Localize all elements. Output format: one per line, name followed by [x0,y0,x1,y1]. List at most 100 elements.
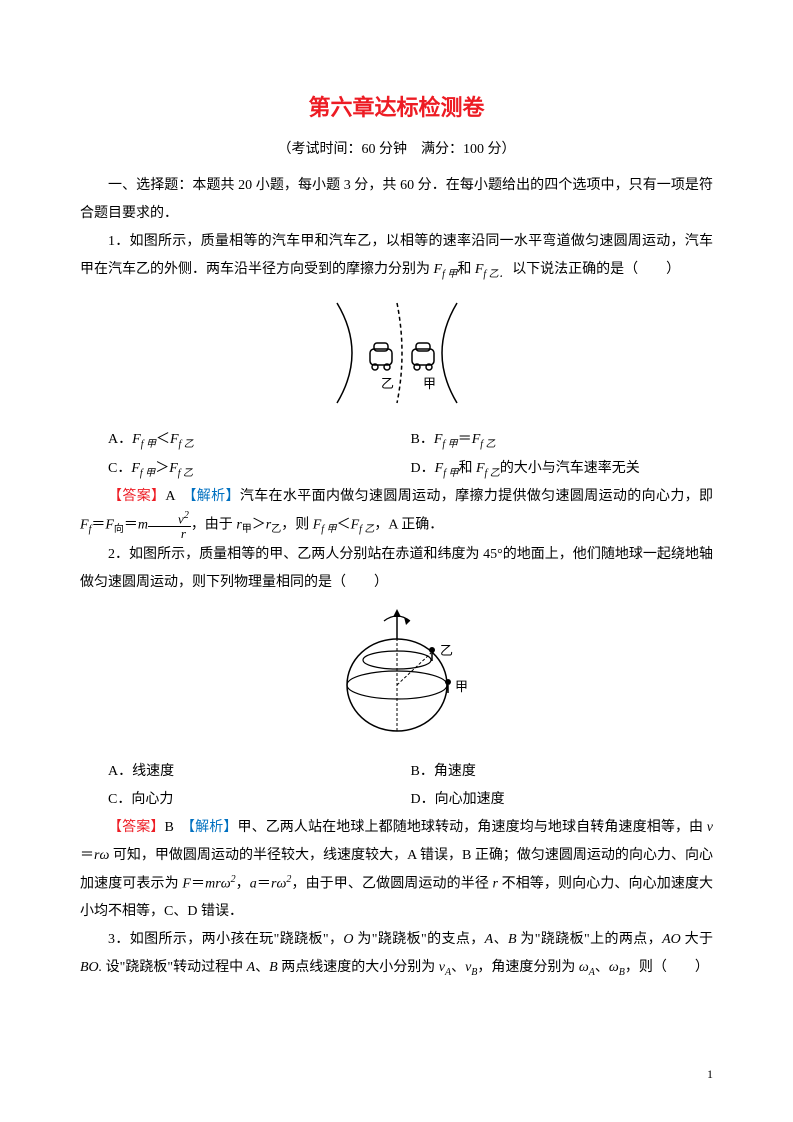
q1-a-pre: A． [108,432,132,447]
sub: f 甲 [443,467,458,478]
sym: a [250,876,257,891]
explain-label: 【解析】 [189,489,239,504]
q1-exp-a: 汽车在水平面内做匀速圆周运动，摩擦力提供做匀速圆周运动的向心力，即 [240,489,713,504]
q1-opt-b: B．Ff 甲＝Ff 乙 [411,426,714,455]
section-intro: 一、选择题：本题共 20 小题，每小题 3 分，共 60 分．在每小题给出的四个… [80,172,713,228]
sub: f 甲 [140,467,155,478]
answer-label: 【答案】 [108,489,165,504]
t: 设"跷跷板"转动过程中 [102,960,246,975]
q1-figure: 乙 甲 [80,293,713,418]
sym: m [138,518,148,533]
q1-row-ab: A．Ff 甲＜Ff 乙 B．Ff 甲＝Ff 乙 [80,426,713,455]
sub: f [89,525,92,536]
q2-svg: 乙 甲 [322,605,472,745]
q1-opt-c: C．Ff 甲＞Ff 乙 [108,455,411,484]
sym: A [247,960,256,975]
sym: ω [579,960,589,975]
sym-Ff-jia: F [434,262,443,277]
sym: O [343,932,353,947]
sym: F [435,461,444,476]
q1-d-tail: 的大小与汽车速率无关 [500,461,640,476]
sym: ω [609,960,619,975]
rel: ＝ [458,432,472,447]
t: ，角速度分别为 [477,960,579,975]
sym: F [351,518,360,533]
q2-row-ab: A．线速度 B．角速度 [80,758,713,786]
sym: F [105,518,114,533]
page-number: 1 [707,1067,713,1082]
sym: ω [99,848,109,863]
t: 两点线速度的大小分别为 [278,960,439,975]
svg-text:甲: 甲 [423,376,436,391]
sym: F [182,876,191,891]
q1-opt-a: A．Ff 甲＜Ff 乙 [108,426,411,455]
q2-opt-d: D．向心加速度 [411,786,714,814]
sym: v [707,820,713,835]
q1-row-cd: C．Ff 甲＞Ff 乙 D．Ff 甲和 Ff 乙的大小与汽车速率无关 [80,455,713,484]
t: ，则（ ） [625,960,709,975]
t: 为"跷跷板"上的两点， [517,932,663,947]
q2-exp-c: ， [236,876,250,891]
answer-value: B [164,820,188,835]
t: 为"跷跷板"的支点， [353,932,484,947]
sym: F [170,432,179,447]
sub: 向 [114,525,124,536]
sym: BO. [80,960,102,975]
q2-row-cd: C．向心力 D．向心加速度 [80,786,713,814]
sym: F [80,518,89,533]
sub: 甲 [242,525,252,536]
q1-opt-d: D．Ff 甲和 Ff 乙的大小与汽车速率无关 [411,455,714,484]
q2-exp-a: 甲、乙两人站在地球上都随地球转动，角速度均与地球自转角速度相等，由 [237,820,706,835]
sub: f 甲 [321,525,336,536]
sym: B [508,932,517,947]
q3-stem: 3．如图所示，两小孩在玩"跷跷板"，O 为"跷跷板"的支点，A、B 为"跷跷板"… [80,926,713,983]
sub: f 甲 [141,439,156,450]
sub: f 甲 [442,439,457,450]
sym: mr [205,876,221,891]
t: 、 [255,960,269,975]
q1-exp-d: ，A 正确． [374,518,443,533]
sym: F [313,518,322,533]
sub: f 乙 [485,467,500,478]
sym: F [132,432,141,447]
t: 、 [493,932,508,947]
rel: ＞ [155,461,169,476]
sym: F [169,461,178,476]
q1-c-pre: C． [108,461,131,476]
intro-text: 一、选择题：本题共 20 小题，每小题 3 分，共 60 分．在每小题给出的四个… [80,178,713,221]
sub: f 乙 [179,439,194,450]
q2-opt-b: B．角速度 [411,758,714,786]
q1-answer: 【答案】A 【解析】汽车在水平面内做匀速圆周运动，摩擦力提供做匀速圆周运动的向心… [80,483,713,540]
sym: AO [662,932,681,947]
t: 大于 [681,932,713,947]
q1-stem-c: 以下说法正确的是（ ） [509,262,681,277]
sym: F [476,461,485,476]
q2-stem: 2．如图所示，质量相等的甲、乙两人分别站在赤道和纬度为 45°的地面上，他们随地… [80,541,713,597]
sub: f 乙 [178,467,193,478]
q1-b-pre: B． [411,432,434,447]
q2-opt-a: A．线速度 [108,758,411,786]
q2-exp-d: ，由于甲、乙做圆周运动的半径 [291,876,492,891]
sym: F [131,461,140,476]
q2-figure: 乙 甲 [80,605,713,750]
sym: B [269,960,278,975]
answer-value: A [165,489,189,504]
q2-answer: 【答案】B 【解析】甲、乙两人站在地球上都随地球转动，角速度均与地球自转角速度相… [80,814,713,927]
q1-stem-b: 和 [457,262,475,277]
page: 第六章达标检测卷 （考试时间：60 分钟 满分：100 分） 一、选择题：本题共… [0,0,793,1122]
answer-label: 【答案】 [108,820,164,835]
chapter-title: 第六章达标检测卷 [80,90,713,122]
sym: F [472,432,481,447]
q1-d-pre: D． [411,461,435,476]
t: 3．如图所示，两小孩在玩"跷跷板"， [108,932,343,947]
t: 、 [595,960,609,975]
q1-exp-b: ，由于 [191,518,237,533]
q1-exp-c: ，则 [281,518,313,533]
sub: f 乙 [359,525,374,536]
sub-f-jia: f 甲 [442,269,457,280]
svg-text:甲: 甲 [455,679,468,694]
sym: A [485,932,494,947]
q2-opt-c: C．向心力 [108,786,411,814]
fraction: v2r [148,511,191,539]
sym: ω [221,876,231,891]
